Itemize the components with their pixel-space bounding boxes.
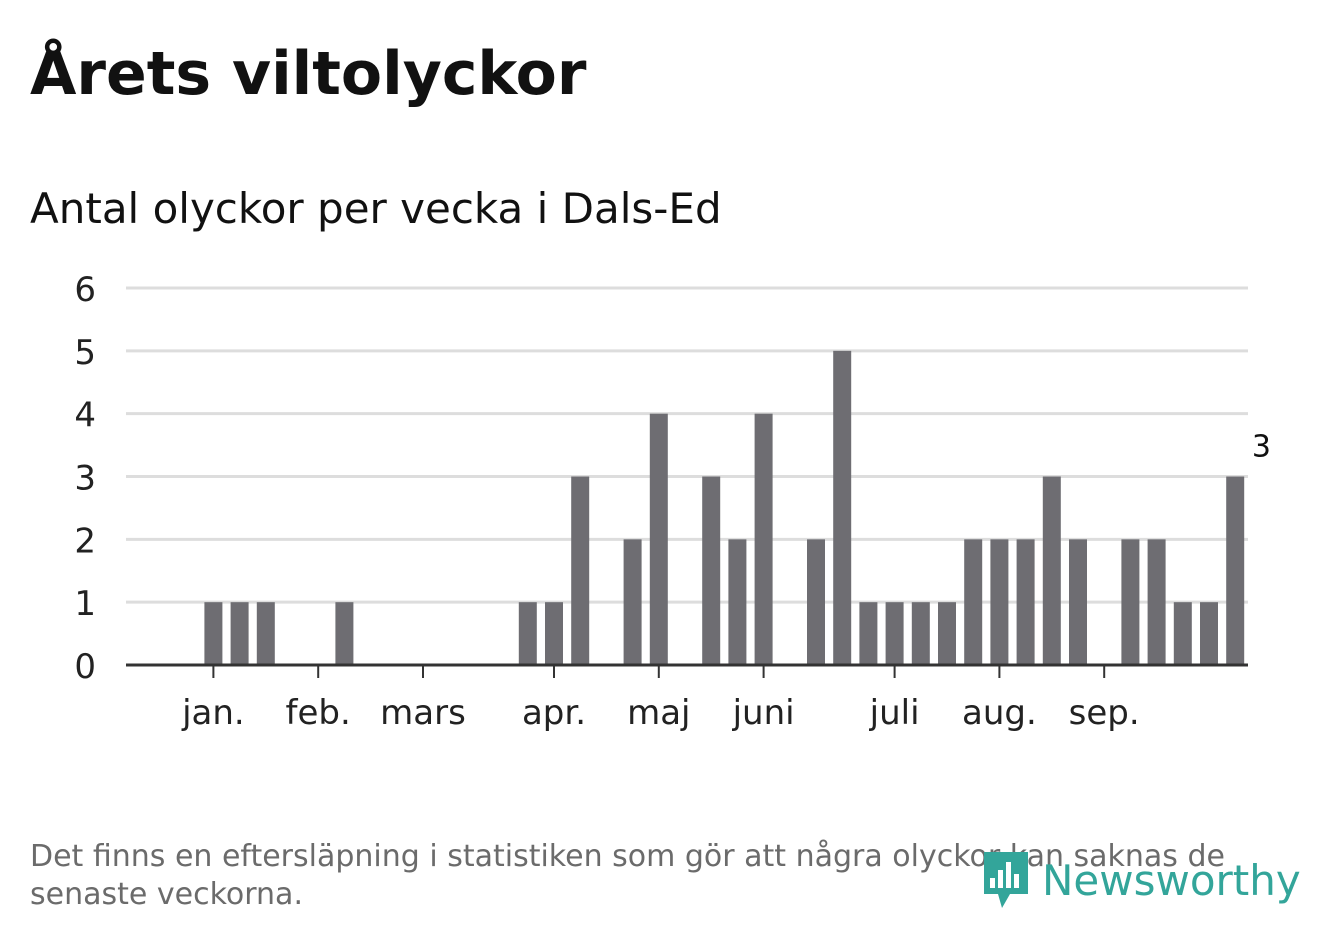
bar [204, 602, 223, 665]
y-tick-label: 3 [74, 459, 96, 499]
y-tick-label: 4 [74, 396, 96, 436]
bar [728, 539, 747, 665]
x-tick-label: feb. [286, 693, 351, 733]
bar [807, 539, 825, 665]
x-tick-label: jan. [181, 693, 245, 733]
bar [230, 602, 249, 665]
x-tick-label: apr. [522, 693, 586, 733]
bar [702, 476, 721, 665]
bar [1226, 476, 1245, 665]
bar [256, 602, 275, 665]
x-tick-label: sep. [1069, 693, 1140, 733]
x-tick-label: juni [732, 693, 795, 733]
y-tick-label: 2 [74, 521, 96, 561]
y-tick-label: 5 [74, 333, 96, 373]
y-tick-label: 6 [74, 270, 96, 310]
x-tick-label: mars [380, 693, 466, 733]
bar [938, 602, 956, 665]
x-tick-label: maj [627, 693, 690, 733]
bar [1200, 602, 1218, 665]
bar [623, 539, 642, 665]
bar [1121, 539, 1140, 665]
bar [885, 602, 904, 665]
chart-subtitle: Antal olyckor per vecka i Dals-Ed [30, 184, 722, 233]
bar [754, 413, 773, 665]
newsworthy-logo: Newsworthy [980, 848, 1301, 912]
bar [964, 539, 983, 665]
bar [1173, 602, 1192, 665]
highlight-data-label: 3 [1252, 430, 1271, 465]
bar [1147, 539, 1166, 665]
logo-text: Newsworthy [1042, 855, 1301, 905]
bar [571, 476, 590, 665]
bar [859, 602, 878, 665]
x-tick-label: aug. [962, 693, 1037, 733]
y-tick-label: 1 [74, 584, 96, 624]
bar [518, 602, 537, 665]
y-tick-label: 0 [74, 647, 96, 687]
bar [649, 413, 668, 665]
x-tick-label: juli [869, 693, 920, 733]
bar [335, 602, 354, 665]
bar [1016, 539, 1035, 665]
bar [833, 350, 852, 665]
bar [545, 602, 563, 665]
newsworthy-bar-icon [984, 852, 1028, 908]
chart-title: Årets viltolyckor [30, 39, 587, 109]
bar [990, 539, 1009, 665]
bar [911, 602, 930, 665]
bar [1069, 539, 1087, 665]
bar [1042, 476, 1061, 665]
